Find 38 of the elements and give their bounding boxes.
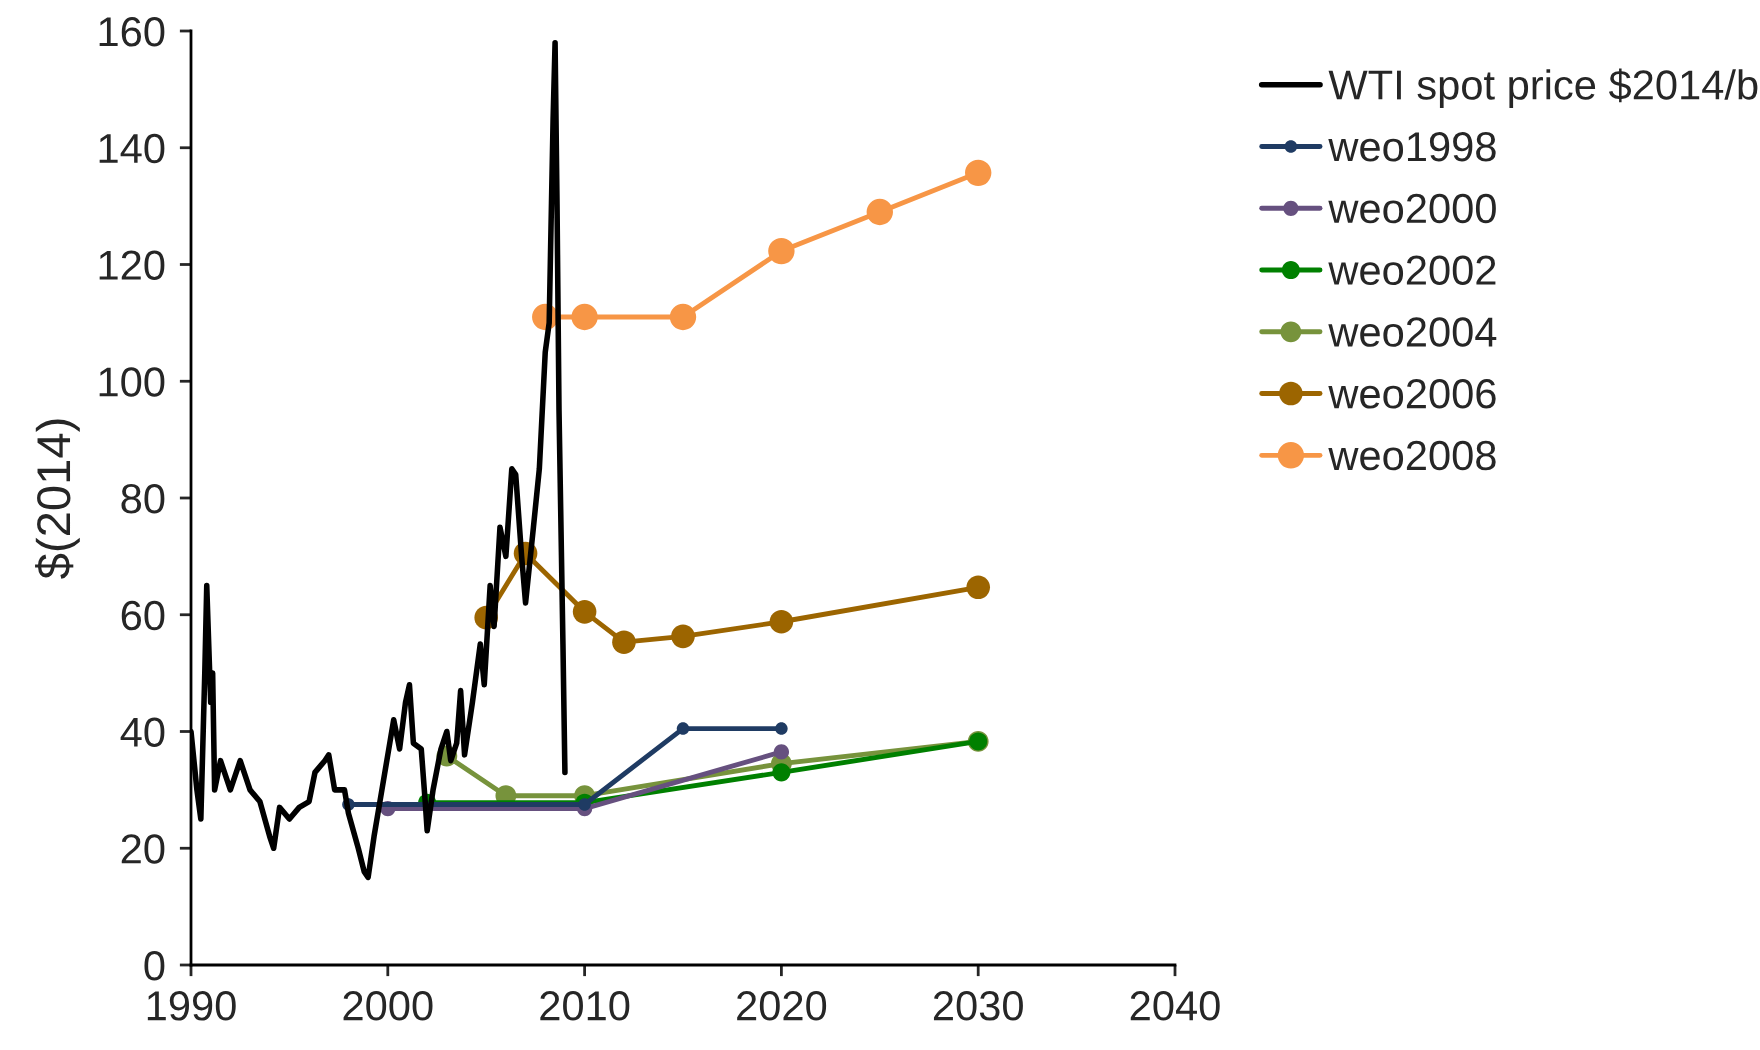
point <box>571 303 598 331</box>
x-tick-label: 1990 <box>147 991 236 1021</box>
y-tick-label: 120 <box>99 250 165 281</box>
legend-label: WTI spot price $2014/b <box>1328 68 1758 108</box>
point <box>775 722 788 735</box>
point <box>612 630 636 654</box>
point <box>768 237 795 265</box>
y-tick-label: 160 <box>99 17 165 47</box>
legend-label: weo2004 <box>1328 317 1497 347</box>
point <box>671 624 695 649</box>
y-tick-label: 100 <box>99 367 165 397</box>
legend-label: weo2000 <box>1328 193 1496 224</box>
y-tick-label: 40 <box>120 717 165 748</box>
y-tick-label: 60 <box>121 600 165 631</box>
point <box>572 600 597 624</box>
legend-label: weo1998 <box>1328 132 1496 162</box>
y-axis-title: $(2014) <box>35 419 80 579</box>
x-tick-label: 2020 <box>737 991 827 1021</box>
point <box>965 159 992 187</box>
legend-label: weo2006 <box>1328 379 1496 409</box>
x-tick-label: 2000 <box>343 991 433 1021</box>
point <box>578 798 591 811</box>
x-tick-label: 2030 <box>933 991 1023 1021</box>
point <box>773 744 790 760</box>
point <box>769 609 794 634</box>
point <box>966 575 991 600</box>
point <box>669 303 697 331</box>
y-tick-label: 0 <box>144 951 165 981</box>
y-tick-label: 140 <box>99 133 165 164</box>
point <box>772 763 791 782</box>
x-tick-label: 2040 <box>1130 991 1220 1021</box>
point <box>676 722 690 735</box>
legend-label: weo2002 <box>1328 255 1496 286</box>
point <box>866 198 893 226</box>
y-tick-label: 20 <box>121 834 165 864</box>
legend-label: weo2008 <box>1328 440 1496 471</box>
x-tick-label: 2010 <box>540 991 630 1021</box>
y-tick-label: 80 <box>121 484 165 514</box>
